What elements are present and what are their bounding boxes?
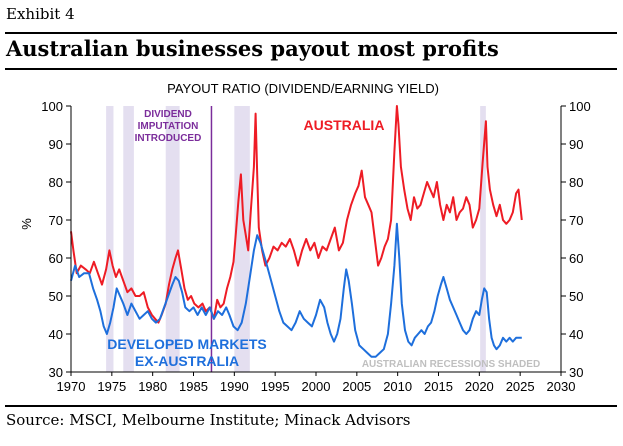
y-tick-label-left: 50 bbox=[49, 289, 63, 304]
imputation-label: INTRODUCED bbox=[135, 133, 202, 144]
title-rule bbox=[5, 68, 617, 70]
x-tick-label: 2015 bbox=[424, 379, 453, 394]
series-line bbox=[70, 105, 523, 324]
source-rule bbox=[5, 405, 617, 407]
series-label-developed: DEVELOPED MARKETS bbox=[107, 336, 266, 352]
top-rule bbox=[5, 32, 617, 34]
y-tick-label-right: 100 bbox=[569, 99, 591, 114]
series-lines bbox=[70, 105, 523, 358]
y-tick-label-right: 90 bbox=[569, 137, 583, 152]
recession-band bbox=[165, 106, 180, 372]
series-label-australia: AUSTRALIA bbox=[304, 117, 385, 133]
page-title: Australian businesses payout most profit… bbox=[6, 36, 499, 61]
y-tick-label-right: 80 bbox=[569, 175, 583, 190]
y-tick-label-right: 60 bbox=[569, 251, 583, 266]
recession-band bbox=[106, 106, 114, 372]
recession-band bbox=[123, 106, 134, 372]
y-axis-label: % bbox=[19, 218, 34, 230]
series-label-developed: EX-AUSTRALIA bbox=[135, 353, 239, 369]
x-tick-label: 2000 bbox=[302, 379, 331, 394]
recession-band bbox=[480, 106, 486, 372]
axes: 30 30 40 40 50 50 60 60 70 70 80 80 90 90 100 100 1970 19… bbox=[41, 99, 590, 394]
series-line bbox=[70, 222, 522, 358]
recession-band bbox=[234, 106, 250, 372]
y-tick-label-left: 30 bbox=[49, 365, 63, 380]
y-tick-label-right: 40 bbox=[569, 327, 583, 342]
y-tick-label-right: 30 bbox=[569, 365, 583, 380]
exhibit-label: Exhibit 4 bbox=[6, 5, 75, 23]
source-note: Source: MSCI, Melbourne Institute; Minac… bbox=[6, 411, 411, 429]
x-tick-label: 1985 bbox=[179, 379, 208, 394]
chart-title: PAYOUT RATIO (DIVIDEND/EARNING YIELD) bbox=[167, 81, 439, 96]
x-tick-label: 1990 bbox=[220, 379, 249, 394]
x-tick-label: 2030 bbox=[547, 379, 576, 394]
imputation-label: DIVIDEND bbox=[144, 109, 192, 120]
y-tick-label-left: 80 bbox=[49, 175, 63, 190]
x-tick-label: 1975 bbox=[97, 379, 126, 394]
x-tick-label: 2020 bbox=[465, 379, 494, 394]
y-tick-label-right: 50 bbox=[569, 289, 583, 304]
x-tick-label: 2010 bbox=[383, 379, 412, 394]
payout-ratio-chart: 30 30 40 40 50 50 60 60 70 70 80 80 90 90 100 100 1970 19… bbox=[19, 81, 591, 394]
y-tick-label-left: 100 bbox=[41, 99, 63, 114]
recession-shading bbox=[106, 106, 486, 372]
x-tick-label: 1980 bbox=[138, 379, 167, 394]
recessions-note: AUSTRALIAN RECESSIONS SHADED bbox=[362, 359, 540, 370]
x-tick-label: 2005 bbox=[342, 379, 371, 394]
y-tick-label-right: 70 bbox=[569, 213, 583, 228]
imputation-label: IMPUTATION bbox=[138, 121, 199, 132]
x-tick-label: 1995 bbox=[261, 379, 290, 394]
y-tick-label-left: 40 bbox=[49, 327, 63, 342]
y-tick-label-left: 60 bbox=[49, 251, 63, 266]
y-tick-label-left: 70 bbox=[49, 213, 63, 228]
y-tick-label-left: 90 bbox=[49, 137, 63, 152]
x-tick-label: 2025 bbox=[506, 379, 535, 394]
x-tick-label: 1970 bbox=[57, 379, 86, 394]
